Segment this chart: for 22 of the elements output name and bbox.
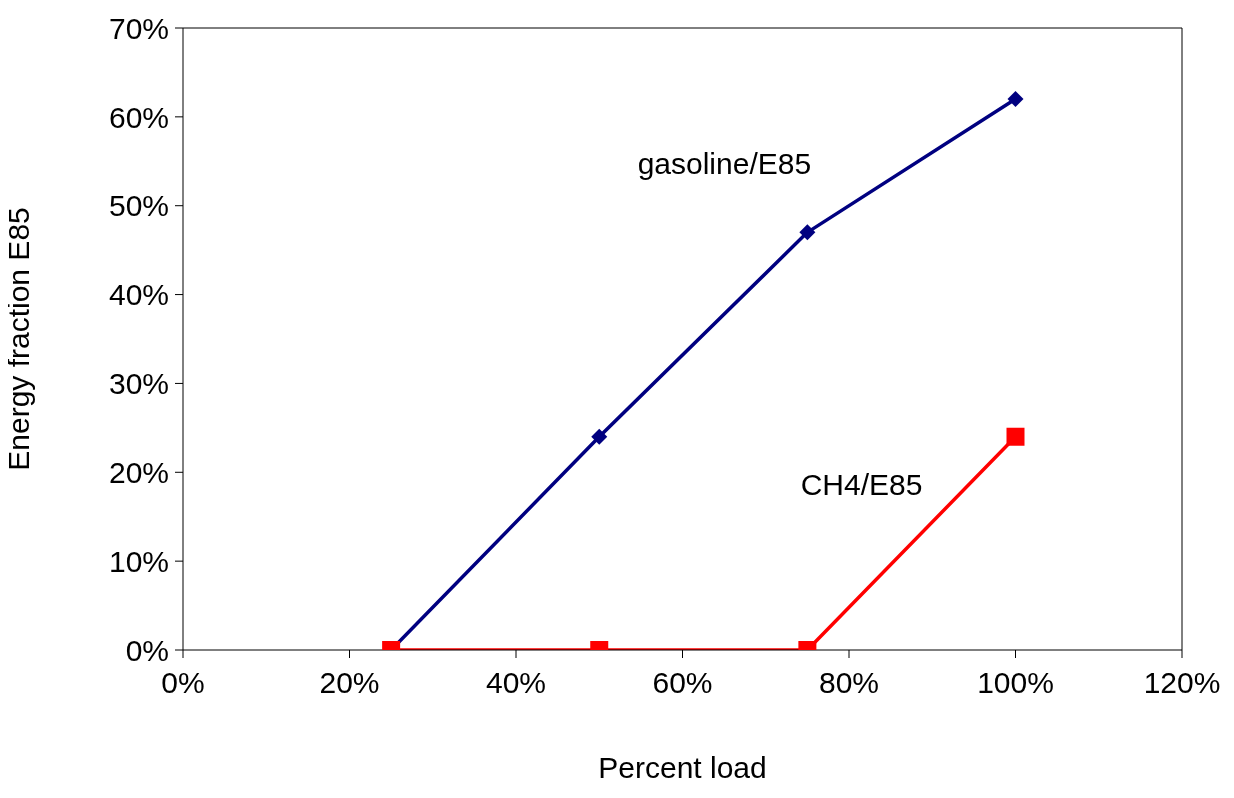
point: [591, 428, 608, 445]
y-tick-label: 60%: [108, 100, 169, 134]
x-tick-label: 20%: [319, 666, 380, 700]
y-tick-label: 10%: [108, 544, 169, 578]
point: [799, 224, 816, 241]
series-label: CH4/E85: [800, 468, 923, 502]
point: [1007, 91, 1024, 108]
x-tick-label: 60%: [652, 666, 713, 700]
x-axis-title: Percent load: [598, 751, 767, 784]
series-label: gasoline/E85: [637, 146, 812, 180]
x-tick-label: 80%: [818, 666, 880, 700]
x-tick-label: 100%: [977, 666, 1054, 700]
y-tick-label: 20%: [108, 455, 169, 489]
x-tick-label: 40%: [485, 666, 547, 700]
x-tick-label: 0%: [161, 666, 205, 700]
y-tick-label: 70%: [108, 11, 169, 45]
point: [1006, 427, 1025, 446]
y-tick-label: 40%: [108, 278, 169, 312]
x-tick-label: 120%: [1143, 666, 1221, 700]
y-tick-label: 0%: [125, 633, 169, 667]
y-tick-label: 30%: [108, 367, 169, 401]
y-tick-label: 50%: [108, 189, 169, 223]
